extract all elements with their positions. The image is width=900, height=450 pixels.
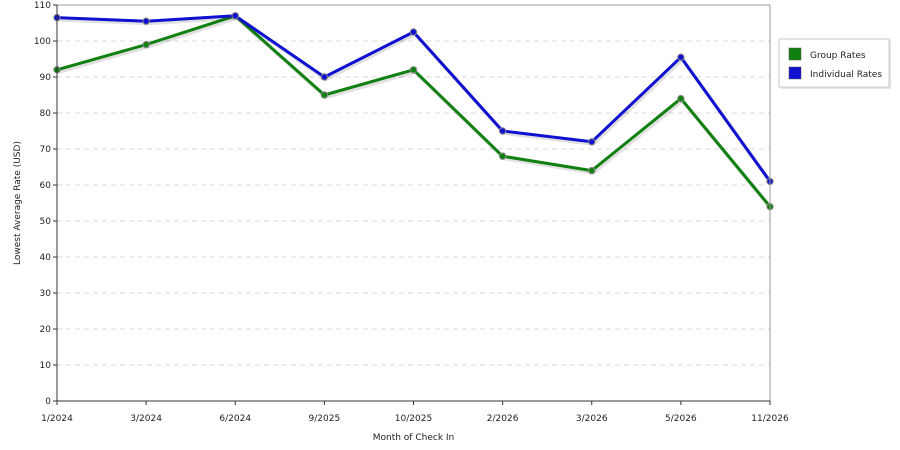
data-point — [677, 94, 685, 103]
data-point — [677, 53, 685, 61]
y-tick-label: 50 — [40, 217, 52, 227]
x-axis-title: Month of Check In — [373, 433, 455, 443]
y-axis-title: Lowest Average Rate (USD) — [13, 141, 23, 265]
x-tick-label: 5/2026 — [665, 414, 697, 424]
legend-label: Individual Rates — [810, 70, 882, 80]
legend: Group Rates Individual Rates — [778, 38, 891, 89]
y-tick-label: 60 — [40, 181, 52, 191]
y-tick-label: 90 — [40, 73, 52, 83]
y-tick-label: 0 — [45, 397, 51, 407]
data-point — [588, 166, 596, 175]
data-point — [320, 73, 329, 81]
legend-label: Group Rates — [810, 51, 866, 61]
data-point — [409, 66, 418, 74]
y-tick-label: 100 — [34, 37, 51, 47]
grid-lines — [57, 5, 770, 401]
series-group-rates — [53, 12, 774, 211]
x-tick-label: 1/2024 — [41, 414, 73, 424]
x-tick-label: 2/2026 — [487, 414, 519, 424]
x-tick-label: 9/2025 — [309, 414, 341, 424]
data-point — [498, 152, 507, 160]
data-point — [142, 40, 150, 49]
y-tick-label: 20 — [40, 325, 52, 335]
x-tick-label: 3/2026 — [576, 414, 608, 424]
axes — [53, 4, 771, 405]
x-tick-label: 11/2026 — [751, 414, 789, 424]
series-lines — [53, 12, 774, 211]
data-point — [498, 127, 507, 135]
y-tick-label: 80 — [40, 109, 52, 119]
data-point — [409, 28, 418, 36]
x-tick-label: 10/2025 — [395, 414, 432, 424]
legend-swatch — [788, 47, 802, 61]
y-tick-label: 40 — [40, 253, 52, 263]
y-tick-label: 110 — [34, 1, 51, 11]
legend-swatch — [788, 66, 802, 80]
data-point — [142, 17, 150, 25]
y-tick-label: 70 — [40, 145, 52, 155]
plot-area — [57, 5, 770, 401]
x-tick-label: 3/2024 — [130, 414, 162, 424]
data-point — [320, 91, 329, 99]
y-tick-label: 30 — [40, 289, 52, 299]
x-tick-label: 6/2024 — [219, 414, 251, 424]
data-point — [231, 12, 239, 20]
tick-labels: 0 10 20 30 40 50 60 70 80 90 100 110 1/2024 3/2024 6/2… — [34, 1, 789, 424]
data-point — [588, 138, 596, 146]
y-tick-label: 10 — [40, 361, 52, 371]
